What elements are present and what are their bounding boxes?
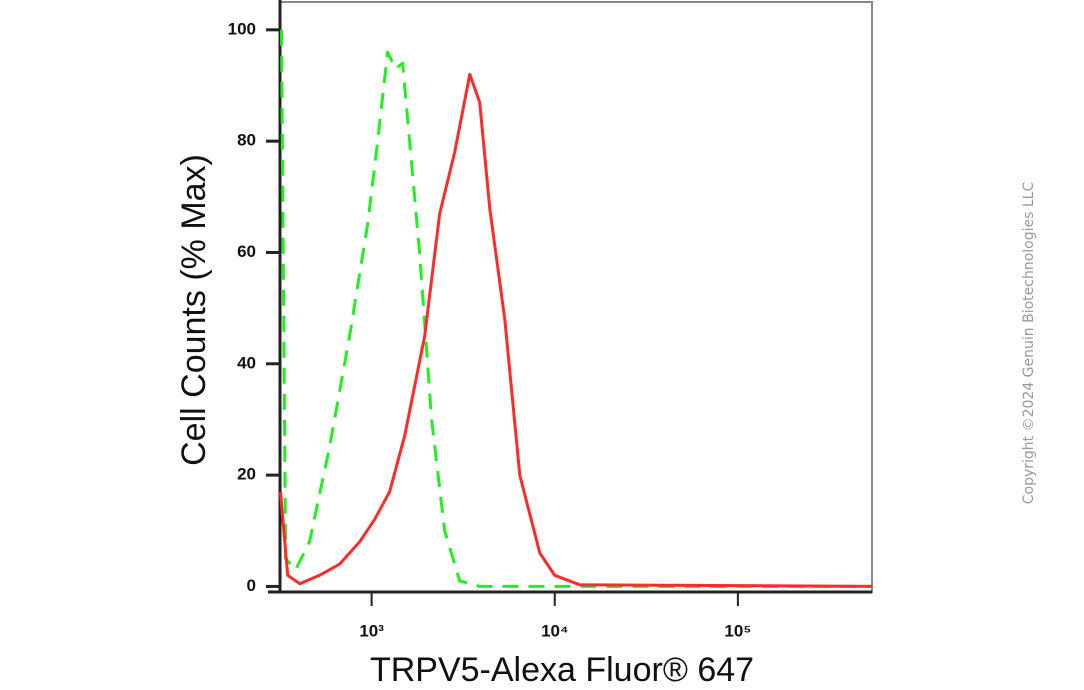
x-axis-title: TRPV5-Alexa Fluor® 647	[370, 651, 754, 689]
x-tick-label: 10³	[359, 621, 384, 640]
y-tick-label: 40	[237, 353, 256, 372]
y-tick-label: 60	[237, 242, 256, 261]
x-tick-label: 10⁵	[724, 621, 751, 640]
y-tick-label: 20	[237, 465, 256, 484]
copyright: Copyright ©2024 Genuin Biotechnologies L…	[1021, 182, 1037, 505]
y-tick-label: 0	[247, 576, 256, 595]
series-line	[280, 29, 872, 588]
plot-frame	[279, 1, 873, 593]
x-tick-label: 10⁴	[541, 621, 568, 640]
y-tick-label: 100	[228, 19, 256, 38]
y-axis-title: Cell Counts (% Max)	[175, 154, 213, 466]
series-line	[279, 72, 873, 588]
y-tick-label: 80	[237, 131, 256, 150]
